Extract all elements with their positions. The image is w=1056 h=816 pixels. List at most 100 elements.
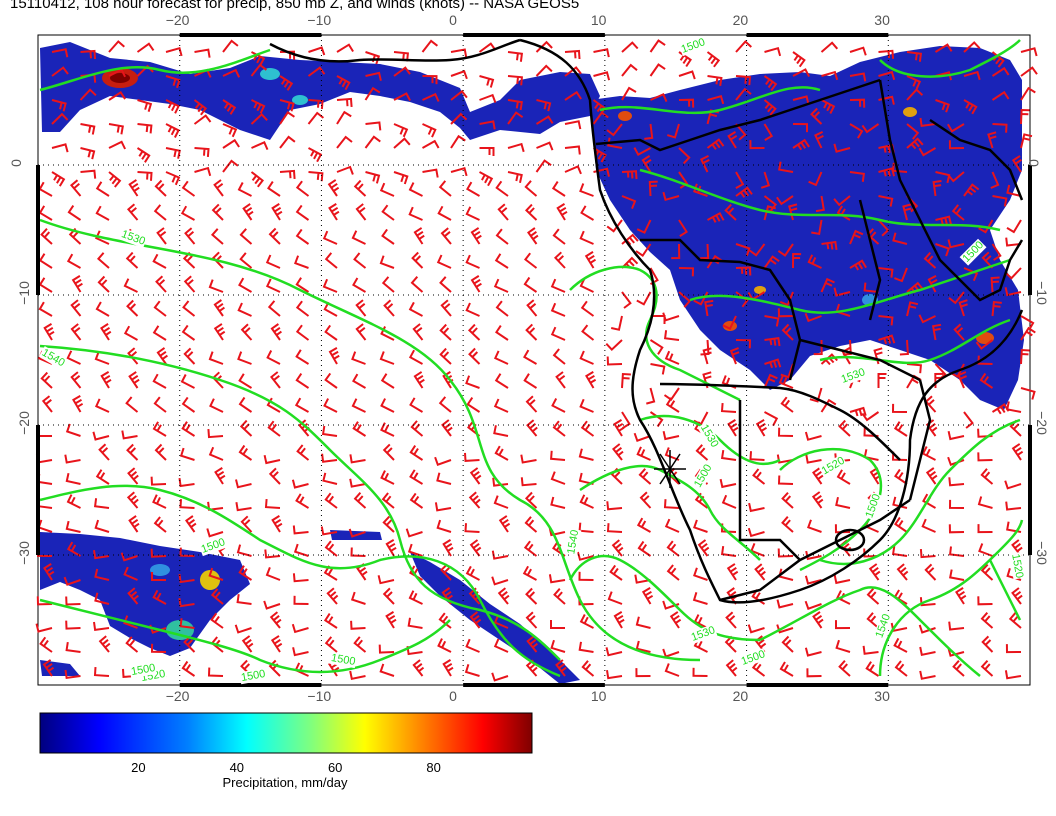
wind-barb [351, 398, 366, 413]
wind-barb [493, 278, 509, 293]
wind-barb [610, 315, 623, 331]
wind-barb [421, 39, 439, 53]
wind-barb [804, 575, 822, 585]
wind-barb [838, 660, 851, 677]
wind-barb [152, 589, 167, 605]
wind-barb [64, 669, 81, 680]
wind-barb [494, 445, 509, 461]
page-title: 15110412, 108 hour forecast for precip, … [10, 0, 580, 12]
lat-label-right: −30 [1033, 541, 1050, 565]
wind-barb [527, 227, 539, 245]
wind-barb [834, 524, 851, 534]
wind-barb [692, 592, 708, 605]
wind-barb [137, 99, 153, 112]
wind-barb [664, 350, 680, 365]
wind-barb [664, 663, 680, 677]
wind-barb [321, 453, 338, 463]
wind-barb [308, 171, 324, 182]
wind-barb [978, 543, 993, 557]
wind-barb [393, 137, 411, 149]
wind-barb [493, 398, 509, 413]
colorbar-label: Precipitation, mm/day [222, 775, 348, 790]
wind-barb [777, 475, 794, 485]
wind-barb [308, 99, 324, 110]
wind-barb [150, 643, 167, 653]
wind-barb [1006, 219, 1022, 234]
wind-barb [267, 420, 281, 437]
wind-barb [704, 299, 714, 317]
wind-barb [494, 253, 509, 269]
wind-barb [877, 373, 887, 388]
wind-barb [949, 569, 965, 581]
wind-barb [878, 49, 895, 59]
wind-barb [1008, 612, 1022, 629]
wind-barb [266, 350, 281, 365]
contour-line [819, 418, 1021, 566]
wind-barb [409, 445, 424, 461]
wind-barb [439, 563, 452, 581]
wind-barb [239, 419, 253, 437]
wind-barb [308, 147, 323, 163]
wind-barb [990, 276, 1000, 293]
wind-barb [522, 565, 537, 581]
wind-barb [413, 227, 425, 245]
wind-barb [267, 300, 281, 317]
wind-barb [270, 635, 283, 653]
border-east-2 [929, 118, 1024, 201]
wind-barb [1005, 237, 1022, 247]
wind-barb [953, 323, 965, 341]
wind-barb [268, 227, 281, 245]
wind-barb [678, 267, 695, 277]
wind-barb [621, 63, 638, 77]
wind-barb [93, 621, 110, 632]
wind-barb [649, 39, 666, 53]
wind-barb [293, 543, 309, 557]
lon-label-bottom: 0 [449, 688, 457, 704]
wind-barb [295, 277, 310, 293]
border-sa-north [719, 498, 911, 602]
wind-barb [555, 659, 567, 677]
wind-barb [957, 371, 967, 389]
wind-barb [815, 195, 825, 213]
wind-barb [804, 431, 822, 441]
wind-barb [236, 594, 252, 605]
wind-barb [1020, 315, 1035, 331]
wind-barb [210, 588, 224, 605]
wind-barb [295, 204, 310, 221]
wind-barb [564, 66, 582, 77]
wind-barb [385, 611, 397, 629]
wind-barb [123, 566, 138, 581]
wind-barb [292, 573, 309, 583]
wind-barb [241, 635, 254, 653]
wind-barb [180, 205, 195, 221]
wind-barb [123, 615, 138, 629]
wind-barb [666, 540, 680, 557]
wind-barb [820, 277, 835, 293]
wind-barb [584, 251, 597, 269]
wind-barb [578, 522, 594, 533]
wind-barb [764, 46, 782, 57]
wind-barb [947, 647, 965, 657]
wind-barb [265, 254, 281, 269]
wind-barb [648, 180, 658, 197]
wind-barb [678, 219, 688, 237]
wind-barb [564, 145, 581, 155]
wind-barb [65, 520, 81, 533]
wind-barb [593, 71, 611, 81]
wind-barb [892, 232, 908, 245]
wind-barb [295, 300, 310, 317]
wind-barb [958, 299, 968, 317]
precip-area-south-atlantic [40, 532, 250, 656]
wind-barb [492, 477, 509, 487]
wind-barb [849, 72, 867, 82]
wind-barb [906, 75, 922, 90]
wind-barb [720, 403, 737, 413]
wind-barb [96, 252, 110, 269]
wind-barb [365, 171, 381, 184]
wind-barb [181, 180, 196, 197]
coastline-gulf-of-guinea [519, 38, 1024, 604]
wind-barb [470, 227, 482, 245]
wind-barb [238, 373, 253, 389]
wind-barb [564, 165, 582, 175]
wind-barb [123, 278, 138, 293]
